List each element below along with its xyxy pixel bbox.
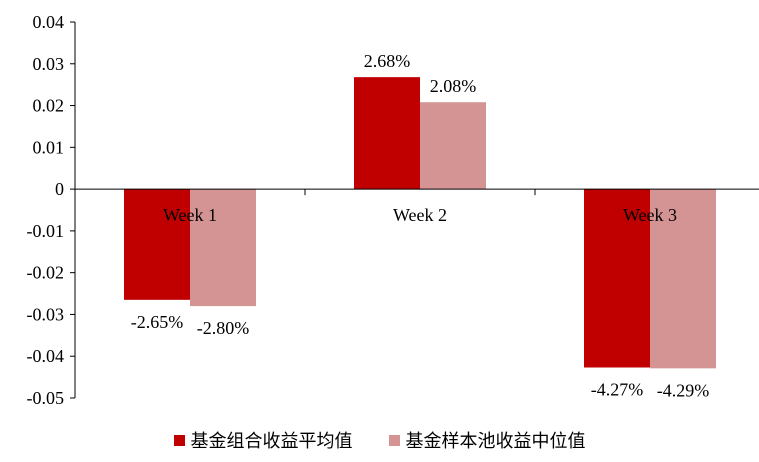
data-label: -4.29%: [657, 380, 710, 400]
bar-series-2: [190, 189, 256, 307]
data-label: -2.80%: [197, 318, 250, 338]
legend-label-series-1: 基金组合收益平均值: [190, 431, 353, 452]
legend: 基金组合收益平均值 基金样本池收益中位值: [0, 424, 759, 456]
bar-series-1: [124, 189, 190, 300]
data-labels: -2.65% 2.68% -4.27% -2.80% 2.08% -4.29%: [131, 51, 710, 400]
bar-series-2: [650, 189, 716, 369]
y-tick-label: -0.03: [27, 304, 65, 324]
data-label: 2.08%: [430, 76, 477, 96]
y-tick-label: 0: [55, 179, 64, 199]
legend-label-series-2: 基金样本池收益中位值: [405, 431, 586, 452]
bar-series-1: [584, 189, 650, 368]
y-tick-label: -0.05: [27, 388, 65, 408]
y-tick-label: 0.03: [33, 54, 65, 74]
x-axis: Week 1 Week 2 Week 3: [75, 188, 759, 225]
bars: [124, 77, 716, 369]
legend-item-series-2: 基金样本池收益中位值: [388, 427, 586, 453]
data-label: 2.68%: [364, 51, 411, 71]
data-label: -4.27%: [591, 380, 644, 400]
bar-series-1: [354, 77, 420, 190]
bar-chart: 0.04 0.03 0.02 0.01 0 -0.01 -0.02 -0.03 -0.04 -0.…: [27, 12, 759, 408]
data-label: -2.65%: [131, 312, 184, 332]
y-tick-label: -0.04: [27, 346, 65, 366]
x-tick-label: Week 3: [623, 205, 677, 225]
x-tick-label: Week 2: [393, 205, 447, 225]
bar-series-2: [420, 102, 486, 190]
y-tick-label: 0.04: [33, 12, 65, 32]
y-tick-label: -0.01: [27, 221, 65, 241]
y-tick-label: 0.02: [33, 96, 65, 116]
legend-swatch-series-2: [388, 434, 400, 446]
y-tick-label: 0.01: [33, 137, 65, 157]
x-tick-label: Week 1: [163, 205, 217, 225]
legend-item-series-1: 基金组合收益平均值: [173, 427, 353, 453]
legend-swatch-series-1: [173, 434, 185, 446]
y-axis: 0.04 0.03 0.02 0.01 0 -0.01 -0.02 -0.03 -0.04 -0.…: [27, 12, 76, 408]
y-tick-label: -0.02: [27, 263, 65, 283]
